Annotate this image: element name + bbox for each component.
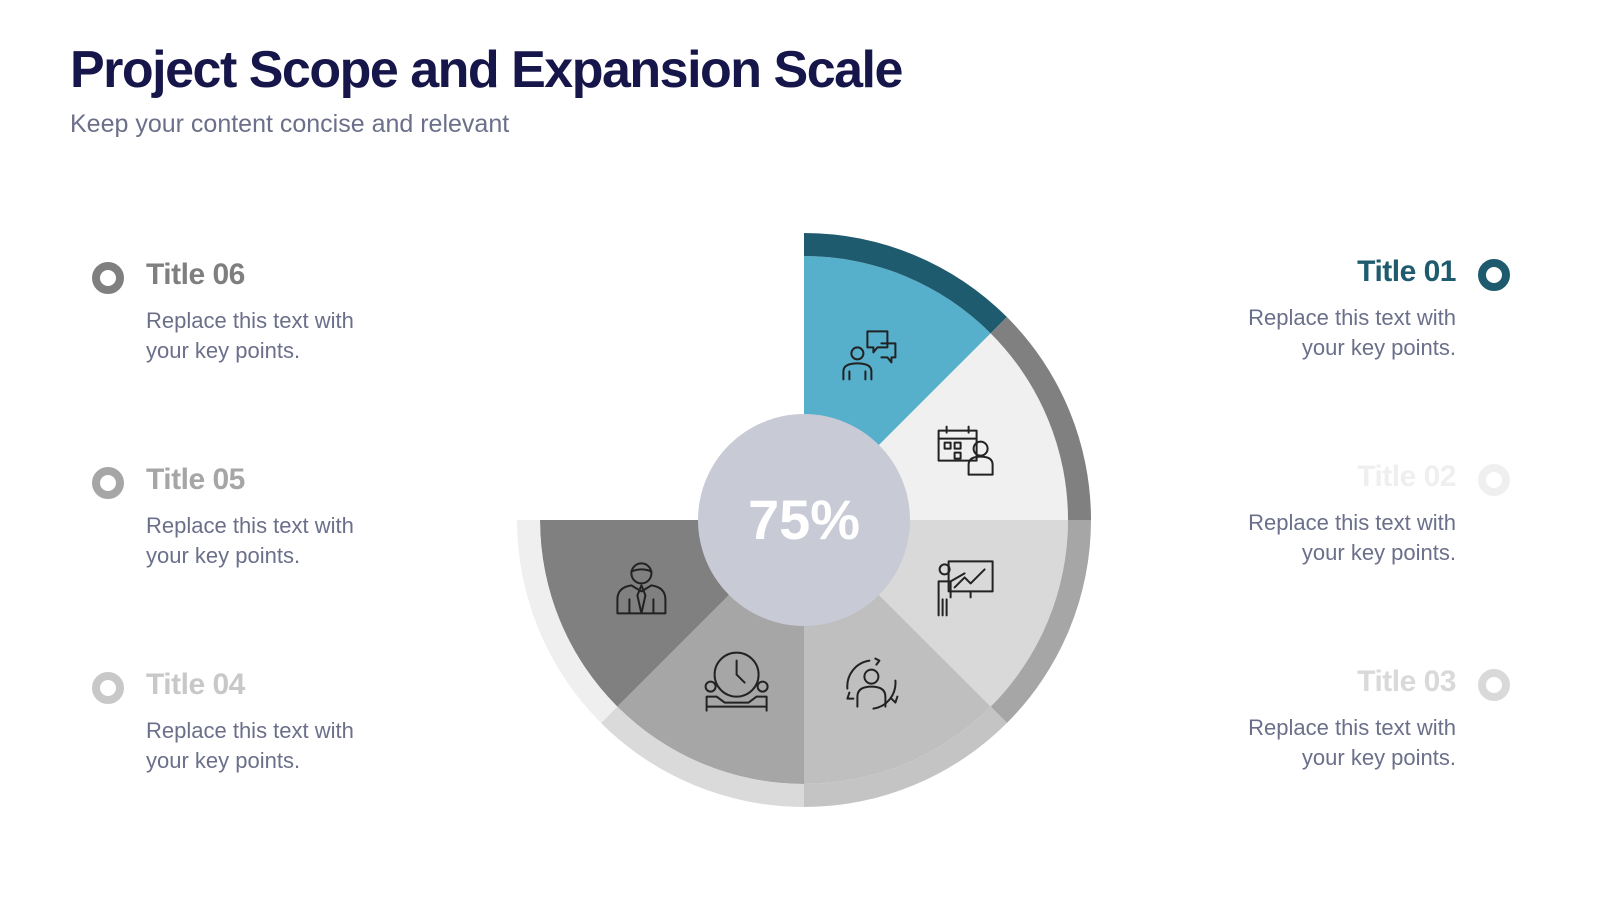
- clock-meeting-icon: [704, 651, 769, 712]
- item-title: Title 02: [1357, 460, 1456, 493]
- marker-ring-icon: [1478, 669, 1510, 701]
- calendar-person-icon: [937, 425, 994, 476]
- item-01: Title 01 Replace this text with your key …: [1100, 255, 1510, 363]
- marker-ring-icon: [92, 262, 124, 294]
- item-body: Replace this text with: [1248, 305, 1456, 330]
- item-02: Title 02 Replace this text with your key …: [1100, 460, 1510, 568]
- item-body: Replace this text with: [146, 513, 354, 538]
- item-body: your key points.: [146, 543, 301, 568]
- page-subtitle: Keep your content concise and relevant: [70, 110, 510, 138]
- item-body: your key points.: [1301, 540, 1456, 565]
- pie-ring-segment-02: [990, 317, 1091, 520]
- item-title: Title 06: [146, 258, 245, 291]
- page-title: Project Scope and Expansion Scale: [70, 41, 903, 99]
- item-06: Title 06 Replace this text with your key …: [92, 258, 506, 366]
- pie-ring-segment-03: [990, 520, 1091, 723]
- item-body: your key points.: [146, 338, 301, 363]
- item-title: Title 01: [1357, 255, 1456, 288]
- pie-ring-segment-01: [804, 233, 1007, 334]
- item-body: Replace this text with: [146, 718, 354, 743]
- marker-ring-icon: [1478, 259, 1510, 291]
- marker-ring-icon: [92, 467, 124, 499]
- item-title: Title 05: [146, 463, 245, 496]
- item-body: your key points.: [146, 748, 301, 773]
- item-04: Title 04 Replace this text with your key …: [92, 668, 506, 776]
- item-03: Title 03 Replace this text with your key …: [1100, 665, 1510, 773]
- item-body: Replace this text with: [146, 308, 354, 333]
- center-value: 75%: [748, 488, 860, 551]
- item-body: your key points.: [1301, 335, 1456, 360]
- people-chat-icon: [842, 330, 897, 381]
- item-title: Title 04: [146, 668, 245, 701]
- pie-ring-segment-04: [804, 706, 1007, 807]
- item-body: Replace this text with: [1248, 510, 1456, 535]
- item-title: Title 03: [1357, 665, 1456, 698]
- person-cycle-icon: [846, 657, 899, 710]
- pie-ring-segment-06: [517, 520, 618, 723]
- item-body: Replace this text with: [1248, 715, 1456, 740]
- businessman-icon: [616, 562, 667, 615]
- item-05: Title 05 Replace this text with your key …: [92, 463, 506, 571]
- item-body: your key points.: [1301, 745, 1456, 770]
- pie-ring-segment-05: [601, 706, 804, 807]
- presentation-icon: [937, 560, 994, 617]
- center-circle: [698, 414, 910, 626]
- marker-ring-icon: [92, 672, 124, 704]
- marker-ring-icon: [1478, 464, 1510, 496]
